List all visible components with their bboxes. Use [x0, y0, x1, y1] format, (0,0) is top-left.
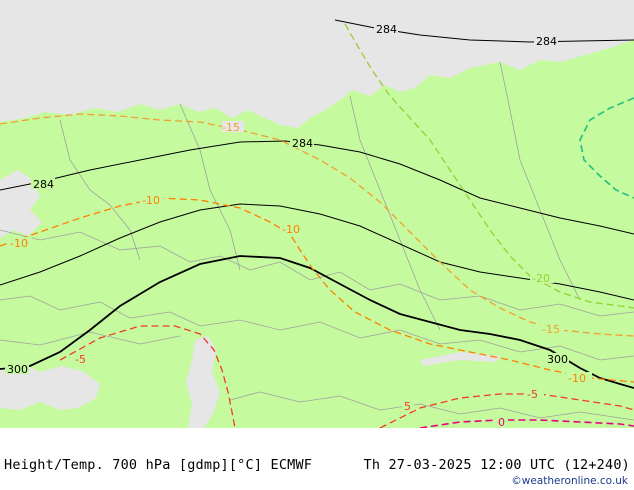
height-label: 284 [292, 137, 313, 150]
temp-label: -15 [222, 121, 240, 134]
arctic-sea [0, 0, 634, 128]
temp-label: -10 [10, 237, 28, 250]
temp-label: -15 [542, 323, 560, 336]
temp-label: -5 [75, 353, 86, 366]
borders [0, 61, 634, 421]
temp-contour-0 [419, 419, 634, 428]
temp-label: 5 [404, 400, 411, 413]
temp-label: -20 [532, 272, 550, 285]
map-footer: Height/Temp. 700 hPa [gdmp][°C] ECMWF Th… [0, 428, 634, 490]
caspian-sea [186, 336, 220, 428]
temp-contour-m20 [344, 23, 634, 309]
temp-label: -10 [568, 372, 586, 385]
credit-link[interactable]: ©weatheronline.co.uk [511, 475, 628, 487]
height-label: 284 [376, 23, 397, 36]
height-label: 300 [547, 353, 568, 366]
temperature-contours [0, 23, 634, 428]
weather-map: 284 284 284 284 300 300 -15 -10 -10 -10 … [0, 0, 634, 428]
eastern-lake [420, 352, 500, 366]
temp-label: 0 [498, 416, 505, 428]
temp-label: -10 [142, 194, 160, 207]
temp-label: -10 [282, 223, 300, 236]
height-label: 284 [536, 35, 557, 48]
map-title: Height/Temp. 700 hPa [gdmp][°C] ECMWF [4, 457, 313, 473]
height-contour-284-mid [0, 140, 634, 235]
temperature-labels: -15 -10 -10 -10 -5 -20 -15 -10 -5 5 0 [8, 121, 592, 428]
height-label: 284 [33, 178, 54, 191]
temp-contour-m15 [0, 113, 634, 337]
temp-contour-m5-west [59, 325, 236, 428]
temp-label: -5 [527, 388, 538, 401]
white-sea [300, 72, 335, 98]
temp-contour-m5-east [379, 393, 634, 428]
temp-contour-m25 [579, 97, 634, 199]
forecast-time: Th 27-03-2025 12:00 UTC (12+240) [363, 457, 630, 473]
temp-contour-m10 [0, 197, 634, 383]
gulf-area [240, 86, 268, 106]
height-labels: 284 284 284 284 300 300 [5, 23, 569, 376]
height-label: 300 [7, 363, 28, 376]
